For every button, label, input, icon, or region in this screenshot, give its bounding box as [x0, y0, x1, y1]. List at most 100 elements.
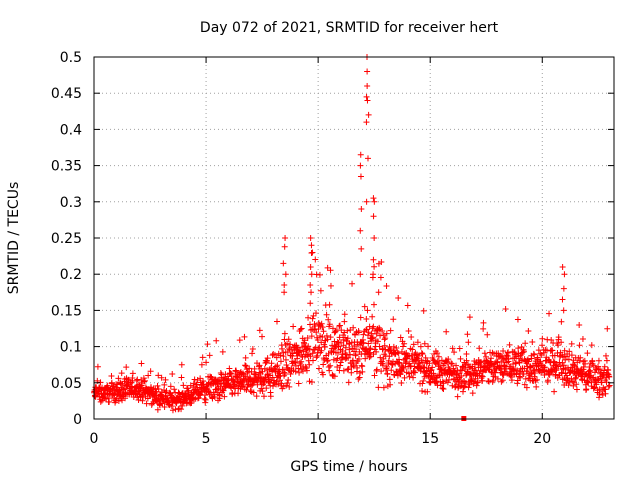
- data-point: [336, 323, 343, 330]
- data-point: [377, 354, 384, 361]
- data-point: [414, 339, 421, 346]
- data-point: [247, 388, 254, 395]
- data-point: [464, 361, 471, 368]
- data-point: [404, 302, 411, 309]
- data-point: [228, 370, 235, 377]
- data-point: [426, 360, 433, 367]
- data-point: [371, 372, 378, 379]
- data-point: [294, 352, 301, 359]
- data-point: [520, 370, 527, 377]
- data-point: [465, 384, 472, 391]
- data-point: [539, 335, 546, 342]
- data-point: [155, 372, 162, 379]
- y-tick-label: 0.15: [51, 303, 82, 319]
- data-point: [466, 381, 473, 388]
- data-point: [147, 368, 154, 375]
- data-point: [296, 369, 303, 376]
- data-point: [106, 398, 113, 405]
- data-point: [561, 271, 568, 278]
- data-point: [366, 349, 373, 356]
- data-point: [302, 363, 309, 370]
- data-point: [312, 310, 319, 317]
- data-point: [341, 318, 348, 325]
- data-point: [454, 393, 461, 400]
- data-point: [380, 331, 387, 338]
- data-point: [484, 331, 491, 338]
- data-point: [577, 367, 584, 374]
- data-point: [221, 393, 228, 400]
- data-point: [135, 397, 142, 404]
- data-point: [324, 358, 331, 365]
- data-point: [606, 382, 613, 389]
- y-tick-label: 0.3: [60, 195, 82, 211]
- data-point: [429, 364, 436, 371]
- data-point: [599, 391, 606, 398]
- data-point: [586, 367, 593, 374]
- x-tick-label: 10: [309, 431, 327, 447]
- data-point: [439, 385, 446, 392]
- data-point: [374, 338, 381, 345]
- data-point: [579, 335, 586, 342]
- data-point: [537, 358, 544, 365]
- data-point: [295, 365, 302, 372]
- data-point: [309, 249, 316, 256]
- data-point: [387, 347, 394, 354]
- data-point: [370, 256, 377, 263]
- data-point: [584, 350, 591, 357]
- data-point: [347, 351, 354, 358]
- data-point: [464, 331, 471, 338]
- data-point: [358, 362, 365, 369]
- data-point: [456, 345, 463, 352]
- data-point: [421, 340, 428, 347]
- data-point: [198, 361, 205, 368]
- data-point: [337, 359, 344, 366]
- data-point: [420, 364, 427, 371]
- data-point: [308, 271, 315, 278]
- data-point: [315, 345, 322, 352]
- data-point: [403, 359, 410, 366]
- data-point: [376, 343, 383, 350]
- y-tick-label: 0.45: [51, 86, 82, 102]
- data-point: [275, 381, 282, 388]
- data-point: [360, 339, 367, 346]
- data-point: [292, 358, 299, 365]
- data-point: [342, 350, 349, 357]
- data-point: [242, 362, 249, 369]
- data-point: [163, 387, 170, 394]
- data-point: [537, 350, 544, 357]
- data-point: [390, 316, 397, 323]
- data-point: [365, 329, 372, 336]
- chart-title: Day 072 of 2021, SRMTID for receiver her…: [200, 20, 499, 36]
- data-point: [508, 377, 515, 384]
- data-point: [118, 370, 125, 377]
- data-point: [531, 373, 538, 380]
- data-point: [279, 366, 286, 373]
- data-point: [605, 383, 612, 390]
- data-point: [583, 386, 590, 393]
- data-point: [313, 354, 320, 361]
- data-point: [414, 355, 421, 362]
- data-point: [292, 368, 299, 375]
- data-point: [353, 346, 360, 353]
- data-point: [559, 263, 566, 270]
- data-point: [284, 340, 291, 347]
- data-point: [371, 198, 378, 205]
- x-tick-label: 0: [90, 431, 99, 447]
- data-point: [572, 374, 579, 381]
- data-point: [602, 390, 609, 397]
- data-point: [345, 379, 352, 386]
- y-tick-label: 0.25: [51, 231, 82, 247]
- data-point: [364, 155, 371, 162]
- data-point: [571, 362, 578, 369]
- data-point: [145, 372, 152, 379]
- data-point: [366, 354, 373, 361]
- data-point: [316, 344, 323, 351]
- data-point: [363, 315, 370, 322]
- data-point: [207, 373, 214, 380]
- data-point: [226, 365, 233, 372]
- data-point: [327, 282, 334, 289]
- data-point: [373, 348, 380, 355]
- data-point: [555, 334, 562, 341]
- data-point: [396, 359, 403, 366]
